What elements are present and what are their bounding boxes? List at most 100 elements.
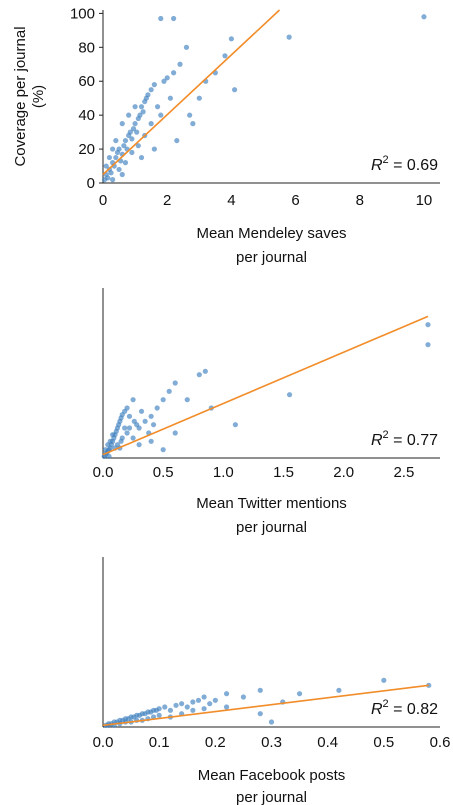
data-point [119, 435, 125, 441]
data-point [232, 422, 238, 428]
data-point [158, 112, 164, 118]
data-point [126, 425, 133, 431]
r-exponent: 2 [383, 154, 389, 166]
fit-line [102, 684, 429, 727]
data-point [174, 137, 180, 144]
data-point [286, 34, 292, 40]
r-value: = 0.69 [389, 157, 438, 174]
data-point [190, 121, 196, 127]
fit-line [102, 9, 281, 176]
r-symbol: R [371, 157, 383, 174]
data-point [296, 691, 303, 697]
data-point [160, 447, 166, 453]
data-point [124, 405, 130, 411]
r-symbol: R [371, 432, 383, 449]
y-tick-label: 20 [78, 141, 95, 158]
y-tick-label: 0 [87, 175, 95, 192]
x-axis-label-line: Mean Mendeley saves [196, 225, 346, 242]
y-tick-label: 60 [78, 73, 95, 90]
data-point [106, 154, 113, 161]
data-point [130, 435, 136, 441]
data-point [223, 691, 230, 697]
data-point [151, 146, 157, 152]
x-axis-label-line: per journal [236, 519, 307, 536]
data-point [148, 413, 154, 419]
data-point [425, 342, 431, 348]
data-point [122, 425, 128, 431]
data-point [132, 121, 138, 127]
x-axis-label-line: Mean Twitter mentions [196, 495, 347, 512]
y-axis-label-line: (%) [30, 85, 47, 108]
data-point [110, 177, 116, 183]
data-point [113, 137, 119, 144]
data-point [130, 126, 137, 132]
data-point [196, 95, 202, 101]
x-tick-label: 4 [227, 192, 235, 209]
x-tick-label: 0.0 [93, 734, 114, 751]
x-tick-label: 0.6 [430, 734, 451, 751]
data-point [184, 704, 190, 710]
data-point [154, 405, 160, 411]
data-point [212, 697, 218, 703]
data-point [137, 112, 143, 118]
data-point [113, 154, 119, 161]
data-point [122, 137, 129, 144]
data-point [164, 75, 170, 81]
data-point [184, 397, 190, 403]
x-tick-label: 6 [291, 192, 299, 209]
data-point [228, 36, 234, 42]
data-point [162, 704, 168, 710]
data-point [173, 702, 179, 708]
data-point [116, 146, 122, 152]
data-point [136, 442, 142, 448]
y-tick-label: 100 [70, 5, 95, 22]
data-point [129, 136, 135, 142]
r-symbol: R [371, 701, 383, 718]
data-point [201, 706, 207, 712]
data-point [172, 430, 178, 436]
data-point [183, 44, 190, 50]
data-point [110, 432, 116, 438]
data-point [223, 704, 230, 710]
x-tick-label: 2.0 [333, 464, 354, 481]
data-point [257, 687, 263, 693]
data-point [145, 92, 151, 98]
data-point [138, 154, 145, 161]
data-point [132, 104, 138, 110]
data-point [106, 453, 112, 459]
data-point [160, 397, 166, 403]
x-tick-label: 8 [356, 192, 364, 209]
x-tick-label: 2 [163, 192, 171, 209]
x-tick-label: 0.5 [153, 464, 174, 481]
x-tick-label: 0.5 [373, 734, 394, 751]
data-point [202, 368, 208, 374]
data-point [166, 388, 172, 394]
data-point [195, 697, 202, 703]
data-point [107, 438, 113, 444]
data-point [171, 70, 177, 76]
data-point [179, 701, 185, 707]
data-point [222, 53, 228, 59]
data-point [138, 104, 145, 110]
data-point [421, 14, 427, 20]
data-point [161, 78, 167, 84]
data-point [140, 109, 146, 115]
r-value: = 0.82 [389, 701, 438, 718]
y-tick-label: 80 [78, 39, 95, 56]
data-point [127, 129, 133, 135]
data-point [190, 699, 196, 705]
data-point [142, 418, 148, 424]
data-point [207, 701, 213, 707]
data-point [190, 707, 196, 713]
data-point [187, 112, 193, 118]
data-point [134, 129, 140, 135]
x-tick-label: 0.0 [93, 464, 114, 481]
data-point [268, 719, 275, 725]
r-squared-label: R2 = 0.82 [371, 698, 438, 718]
data-point [172, 380, 178, 386]
r-squared-label: R2 = 0.77 [371, 429, 438, 449]
panel-facebook: 0.0 0.1 0.2 0.3 0.4 0.5 0.6 R2 = 0.82 Mean Faceb… [93, 557, 451, 805]
x-tick-label: 0 [99, 192, 107, 209]
data-point [108, 170, 114, 176]
